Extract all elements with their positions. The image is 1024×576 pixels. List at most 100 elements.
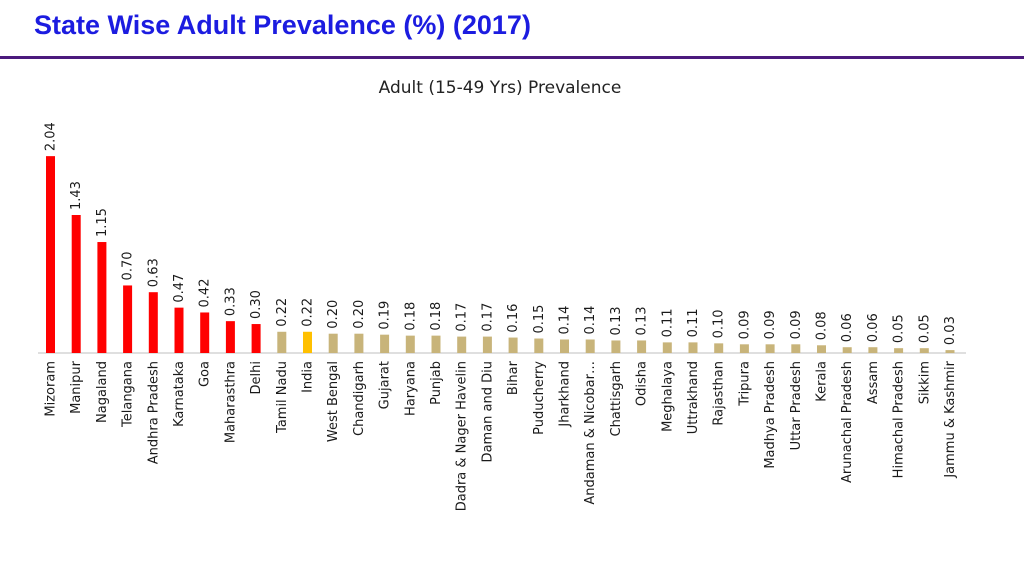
value-label-17: 0.17 xyxy=(480,303,495,332)
bar-9 xyxy=(277,331,287,353)
category-label-14: Haryana xyxy=(403,361,418,416)
category-label-32: Assam xyxy=(866,361,881,404)
category-label-30: Kerala xyxy=(815,361,830,402)
value-label-16: 0.17 xyxy=(455,303,470,332)
value-label-32: 0.06 xyxy=(866,313,881,342)
bar-5 xyxy=(174,307,184,353)
value-label-35: 0.03 xyxy=(943,316,958,345)
value-label-12: 0.20 xyxy=(352,300,367,329)
bars-group xyxy=(46,156,955,354)
category-label-31: Arunachal Pradesh xyxy=(840,361,855,483)
category-label-1: Manipur xyxy=(69,360,84,414)
bar-7 xyxy=(225,321,235,353)
bar-13 xyxy=(380,334,390,354)
bar-21 xyxy=(585,339,595,353)
category-label-35: Jammu & Kashmir xyxy=(943,360,958,478)
category-label-18: Bihar xyxy=(506,360,521,395)
category-label-17: Daman and Diu xyxy=(480,361,495,462)
category-label-15: Punjab xyxy=(429,361,444,405)
bar-10 xyxy=(303,331,312,353)
value-label-1: 1.43 xyxy=(69,181,84,210)
bar-22 xyxy=(611,340,621,353)
bar-19 xyxy=(534,338,544,353)
category-label-12: Chandigarh xyxy=(352,361,367,436)
value-label-31: 0.06 xyxy=(840,313,855,342)
value-label-23: 0.13 xyxy=(635,306,650,335)
bar-25 xyxy=(688,342,698,353)
category-label-4: Andhra Pradesh xyxy=(146,361,161,464)
slide-title: State Wise Adult Prevalence (%) (2017) xyxy=(34,10,531,40)
value-label-0: 2.04 xyxy=(44,122,59,151)
category-label-29: Uttar Pradesh xyxy=(789,361,804,450)
bar-24 xyxy=(662,342,672,353)
category-label-16: Dadra & Nager Havelin xyxy=(455,361,470,511)
value-label-2: 1.15 xyxy=(95,208,110,237)
bar-29 xyxy=(791,344,801,353)
bar-2 xyxy=(97,242,107,353)
bar-20 xyxy=(560,339,569,353)
category-label-28: Madhya Pradesh xyxy=(763,361,778,469)
value-label-25: 0.11 xyxy=(686,308,701,337)
value-label-26: 0.10 xyxy=(712,309,727,338)
category-label-10: India xyxy=(301,361,316,393)
bar-33 xyxy=(894,348,904,354)
bar-16 xyxy=(457,336,467,354)
bar-23 xyxy=(637,340,647,353)
bar-14 xyxy=(405,335,415,353)
category-label-2: Nagaland xyxy=(95,361,110,423)
category-label-11: West Bengal xyxy=(326,361,341,442)
bar-28 xyxy=(765,344,775,353)
bar-34 xyxy=(919,348,929,354)
value-label-19: 0.15 xyxy=(532,305,547,334)
value-label-29: 0.09 xyxy=(789,310,804,339)
category-label-21: Andaman & Nicobar… xyxy=(583,361,598,505)
value-label-5: 0.47 xyxy=(172,274,187,303)
category-label-20: Jharkhand xyxy=(558,361,573,428)
category-label-7: Maharasthra xyxy=(223,361,238,443)
value-label-21: 0.14 xyxy=(583,306,598,335)
value-label-27: 0.09 xyxy=(737,310,752,339)
bar-15 xyxy=(431,335,441,353)
bar-3 xyxy=(123,285,133,353)
bar-0 xyxy=(46,156,55,353)
value-label-10: 0.22 xyxy=(301,298,316,327)
bar-32 xyxy=(868,347,878,353)
category-label-33: Himachal Pradesh xyxy=(892,361,907,478)
category-label-25: Uttrakhand xyxy=(686,361,701,434)
bar-17 xyxy=(482,336,492,354)
value-label-9: 0.22 xyxy=(275,298,290,327)
value-label-8: 0.30 xyxy=(249,290,264,319)
bar-1 xyxy=(71,215,81,353)
value-label-4: 0.63 xyxy=(146,258,161,287)
value-label-3: 0.70 xyxy=(121,251,136,280)
bar-6 xyxy=(200,312,210,353)
category-label-19: Puducherry xyxy=(532,361,547,435)
bar-27 xyxy=(739,344,749,353)
bar-31 xyxy=(842,347,852,353)
category-label-8: Delhi xyxy=(249,361,264,394)
category-label-26: Rajasthan xyxy=(712,361,727,426)
value-label-7: 0.33 xyxy=(223,287,238,316)
value-label-22: 0.13 xyxy=(609,306,624,335)
title-divider xyxy=(0,56,1024,59)
bar-12 xyxy=(354,333,364,353)
chart-title: Adult (15-49 Yrs) Prevalence xyxy=(379,78,622,98)
value-label-33: 0.05 xyxy=(892,314,907,343)
category-label-3: Telangana xyxy=(121,361,136,428)
category-label-0: Mizoram xyxy=(44,361,59,417)
value-label-30: 0.08 xyxy=(815,311,830,340)
category-label-5: Karnataka xyxy=(172,361,187,427)
value-label-15: 0.18 xyxy=(429,302,444,331)
bar-18 xyxy=(508,337,518,353)
category-label-13: Gujarat xyxy=(378,361,393,409)
category-label-6: Goa xyxy=(198,361,213,387)
value-label-6: 0.42 xyxy=(198,279,213,308)
category-label-34: Sikkim xyxy=(917,361,932,404)
value-label-20: 0.14 xyxy=(558,306,573,335)
bar-11 xyxy=(328,333,338,353)
value-label-13: 0.19 xyxy=(378,301,393,330)
value-labels-group: 2.04 1.43 1.15 0.70 0.63 0.47 0.42 0.33 0.30 0.22… xyxy=(44,122,959,345)
bar-26 xyxy=(714,343,724,353)
category-label-27: Tripura xyxy=(737,361,752,407)
value-label-18: 0.16 xyxy=(506,304,521,333)
